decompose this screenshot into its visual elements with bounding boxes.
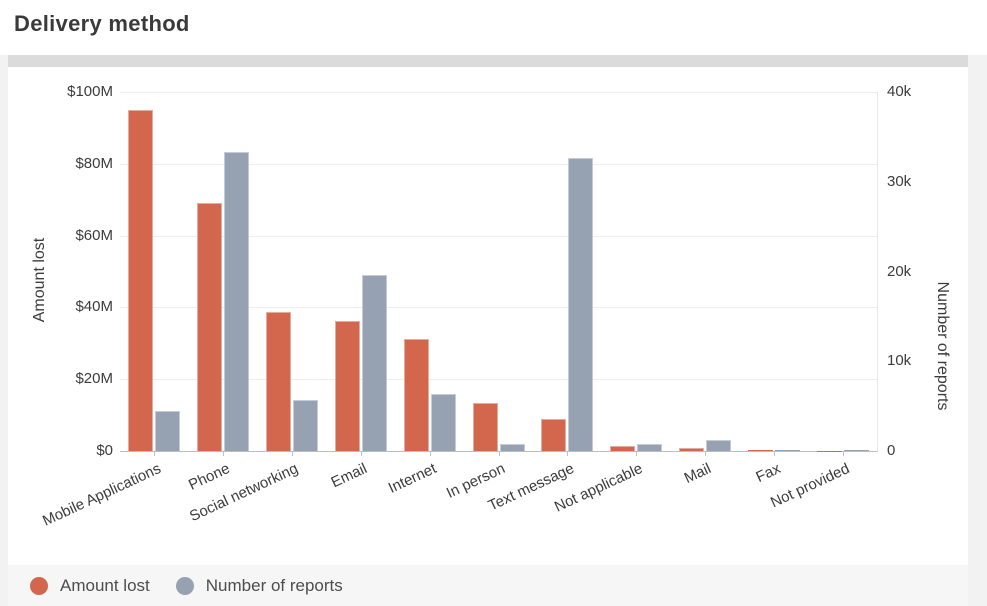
bar-number-of-reports[interactable] xyxy=(224,152,250,451)
bar-number-of-reports[interactable] xyxy=(843,450,869,451)
grid-line xyxy=(120,92,877,93)
x-tick-label: Mail xyxy=(682,460,715,488)
x-tick-label: Internet xyxy=(385,460,439,497)
bar-number-of-reports[interactable] xyxy=(568,158,594,451)
card-top-band xyxy=(8,55,968,67)
y-right-tick-label: 10k xyxy=(887,352,912,370)
bar-number-of-reports[interactable] xyxy=(637,443,663,451)
number-of-reports-marker-icon xyxy=(175,576,194,595)
bar-number-of-reports[interactable] xyxy=(293,399,319,451)
legend-label: Amount lost xyxy=(60,575,150,595)
x-tick-mark xyxy=(567,452,569,456)
y-right-tick-label: 20k xyxy=(887,262,912,280)
chart-card: Amount lost Number of reports $100M $80M $… xyxy=(8,67,968,565)
legend-label: Number of reports xyxy=(205,575,343,595)
y-right-tick-label: 0 xyxy=(887,442,896,459)
y-right-tick-label: 40k xyxy=(887,83,912,100)
bar-number-of-reports[interactable] xyxy=(430,393,456,451)
bar-amount-lost[interactable] xyxy=(197,203,223,451)
bar-amount-lost[interactable] xyxy=(266,312,292,451)
page-header: Delivery method xyxy=(0,0,987,55)
bar-amount-lost[interactable] xyxy=(334,320,360,451)
amount-lost-marker-icon xyxy=(30,576,48,595)
x-tick-mark xyxy=(704,452,706,456)
x-tick-mark xyxy=(154,452,156,456)
y-left-tick-label: $60M xyxy=(75,226,113,244)
plot-area xyxy=(120,92,878,452)
x-tick-mark xyxy=(429,452,431,456)
x-tick-mark xyxy=(360,452,362,456)
y-left-tick-label: $100M xyxy=(67,83,113,100)
grid-line xyxy=(120,235,877,237)
x-tick-mark xyxy=(842,452,844,456)
y-right-tick-label: 30k xyxy=(887,172,912,190)
x-tick-mark xyxy=(636,452,638,456)
page-title: Delivery method xyxy=(14,11,190,36)
bar-amount-lost[interactable] xyxy=(610,445,636,451)
x-tick-label: Fax xyxy=(753,460,783,486)
x-tick-label: Phone xyxy=(185,460,233,494)
chart-legend: Amount lost Number of reports xyxy=(8,565,968,606)
y-left-tick-label: $20M xyxy=(75,370,113,388)
x-tick-label: Not provided xyxy=(767,460,852,512)
bar-amount-lost[interactable] xyxy=(747,450,773,451)
grid-line xyxy=(120,163,877,165)
x-tick-mark xyxy=(498,452,500,456)
x-tick-mark xyxy=(223,452,225,456)
bar-number-of-reports[interactable] xyxy=(155,410,181,451)
y-left-tick-label: $40M xyxy=(75,298,113,316)
bar-number-of-reports[interactable] xyxy=(361,275,387,451)
bar-number-of-reports[interactable] xyxy=(499,443,525,451)
bar-number-of-reports[interactable] xyxy=(774,450,800,451)
x-tick-mark xyxy=(292,452,294,456)
grid-line xyxy=(120,307,877,309)
x-tick-label: Email xyxy=(328,460,371,492)
bar-amount-lost[interactable] xyxy=(128,109,154,451)
grid-line xyxy=(120,379,877,381)
bar-amount-lost[interactable] xyxy=(678,448,704,451)
bar-number-of-reports[interactable] xyxy=(705,440,731,451)
bar-amount-lost[interactable] xyxy=(472,403,498,451)
bar-amount-lost[interactable] xyxy=(541,419,567,451)
y-left-tick-label: $0 xyxy=(96,442,113,459)
legend-item-number-of-reports[interactable]: Number of reports xyxy=(175,575,343,596)
legend-item-amount-lost[interactable]: Amount lost xyxy=(30,576,150,596)
x-tick-mark xyxy=(773,452,775,456)
x-tick-label: Mobile Applications xyxy=(40,460,164,530)
y-left-tick-label: $80M xyxy=(75,154,113,172)
bar-amount-lost[interactable] xyxy=(403,339,429,451)
